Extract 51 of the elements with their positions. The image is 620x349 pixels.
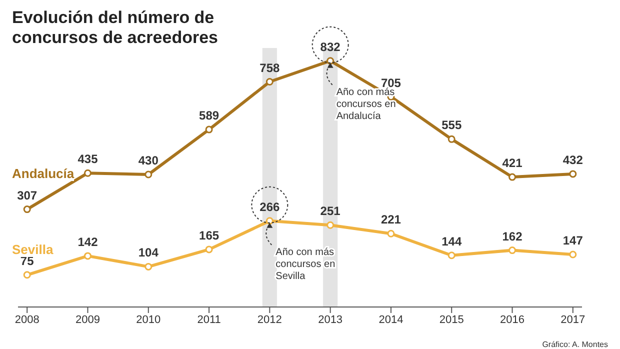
x-tick-label: 2013 <box>318 314 343 326</box>
data-label: 589 <box>199 108 220 123</box>
point <box>144 262 152 270</box>
data-label: 104 <box>138 246 159 260</box>
x-tick-label: 2009 <box>76 314 100 326</box>
data-label: 432 <box>562 152 584 167</box>
x-tick-label: 2017 <box>560 314 586 326</box>
text: Gráfico: A. Montes <box>542 340 608 349</box>
x-tick-label: 2014 <box>378 314 404 326</box>
data-label: 251 <box>320 204 341 218</box>
point <box>144 170 152 178</box>
point <box>326 221 334 229</box>
data-label: 147 <box>562 234 584 248</box>
data-label: 221 <box>380 212 402 227</box>
data-label: 162 <box>502 229 523 244</box>
point <box>84 252 92 260</box>
x-tick-label: 2010 <box>136 314 161 326</box>
x-tick-label: 2016 <box>500 314 524 326</box>
annotation: Año con más concursos en Sevilla <box>276 246 336 282</box>
point <box>23 271 31 279</box>
data-label: 555 <box>442 118 462 132</box>
point <box>266 217 274 225</box>
data-label: 421 <box>502 156 523 170</box>
data-label: 165 <box>199 228 220 242</box>
data-label: 758 <box>260 60 280 75</box>
data-label: 144 <box>442 234 462 248</box>
point <box>508 246 516 254</box>
data-label: 266 <box>260 200 280 214</box>
point <box>569 170 577 178</box>
point <box>508 173 516 181</box>
data-label: 430 <box>138 154 159 168</box>
point <box>205 246 213 254</box>
series-label: Andalucía <box>12 166 74 181</box>
x-tick-label: 2011 <box>197 314 221 326</box>
point <box>84 169 92 177</box>
point <box>569 250 577 258</box>
data-label: 142 <box>78 234 98 249</box>
point <box>387 230 395 238</box>
data-label: 435 <box>78 152 98 166</box>
point <box>23 206 31 214</box>
point <box>266 78 274 86</box>
x-tick-label: 2008 <box>14 314 40 326</box>
x-tick-label: 2015 <box>439 314 464 326</box>
point <box>448 135 456 143</box>
chart-title: Evolución del número de concursos de acreedores <box>12 8 219 48</box>
x-tick-label: 2012 <box>257 314 282 326</box>
data-label: 832 <box>320 40 341 54</box>
data-label: 307 <box>17 188 38 202</box>
point <box>205 126 213 134</box>
series-label: Sevilla <box>12 242 54 257</box>
point <box>448 252 456 260</box>
